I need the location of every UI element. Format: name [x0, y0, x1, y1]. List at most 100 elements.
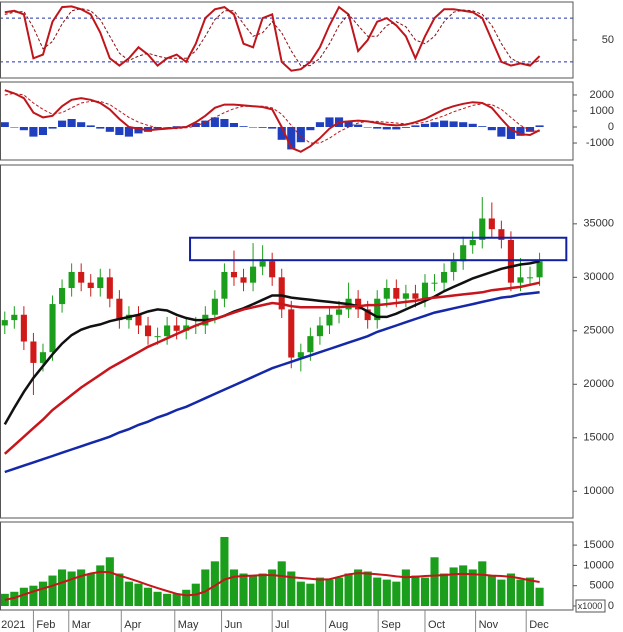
bar	[306, 127, 315, 131]
bar	[115, 573, 124, 607]
candle-body	[326, 314, 333, 326]
candle-body	[173, 325, 180, 331]
bar	[506, 573, 515, 607]
line-series	[3, 260, 540, 426]
candle-body	[507, 239, 514, 283]
bar	[497, 127, 506, 137]
bar	[29, 127, 38, 137]
bar	[363, 571, 372, 607]
bar	[258, 127, 267, 128]
bar	[0, 122, 9, 128]
bar	[296, 581, 305, 607]
bar	[401, 127, 410, 128]
bar	[344, 573, 353, 607]
y-tick-label: 5000	[590, 580, 614, 592]
bar	[363, 127, 372, 128]
bar	[143, 587, 153, 607]
bar	[373, 577, 382, 607]
bar	[478, 561, 487, 607]
x-tick-label: Sep	[381, 619, 401, 631]
bar	[449, 121, 458, 128]
bar	[77, 569, 86, 607]
x-tick-label: Mar	[72, 619, 91, 631]
bar	[10, 127, 19, 128]
bar	[153, 591, 162, 607]
candle-body	[374, 298, 381, 321]
x-tick-label: Jul	[275, 619, 289, 631]
bar	[0, 593, 9, 607]
bar	[96, 127, 105, 129]
candle-body	[97, 277, 104, 289]
bar	[134, 127, 143, 134]
y-tick-label: 0	[608, 600, 614, 612]
bar	[449, 567, 458, 607]
bar	[249, 575, 258, 607]
bar	[440, 573, 449, 607]
bar	[468, 569, 477, 607]
bar	[77, 122, 86, 128]
bar	[163, 593, 172, 607]
x-tick-label: Feb	[36, 619, 55, 631]
line-series	[4, 8, 540, 67]
bar	[220, 118, 229, 128]
bar	[516, 127, 525, 136]
candle-body	[288, 309, 295, 358]
bar	[516, 579, 525, 607]
y-tick-label: 2000	[590, 89, 614, 101]
candle-body	[479, 218, 486, 240]
x-tick-label: May	[178, 619, 199, 631]
candle-body	[278, 277, 285, 310]
bar	[67, 571, 76, 607]
bar	[96, 565, 105, 607]
panel-frame	[0, 164, 574, 519]
bar	[239, 126, 248, 128]
candle-body	[431, 282, 438, 284]
bar	[392, 581, 401, 607]
bar	[48, 127, 57, 129]
bar	[229, 123, 239, 128]
bar	[535, 125, 544, 128]
resistance-zone	[189, 236, 568, 262]
candle-body	[355, 298, 362, 310]
panel-frame	[0, 81, 574, 161]
y-tick-label: 25000	[583, 325, 614, 337]
x-tick-label: Dec	[529, 619, 549, 631]
candle-body	[421, 282, 429, 299]
candle-body	[116, 298, 123, 321]
bar	[105, 127, 114, 132]
bar	[58, 120, 67, 128]
bar	[19, 127, 28, 131]
bar	[506, 127, 515, 140]
candle-body	[259, 261, 266, 267]
bar	[201, 569, 210, 607]
candle-body	[183, 325, 190, 331]
y-tick-label: 15000	[583, 539, 614, 551]
bar	[38, 127, 48, 136]
bar	[401, 569, 410, 607]
bar	[420, 577, 430, 607]
bar	[210, 117, 219, 128]
candle-body	[78, 271, 85, 283]
candle-body	[316, 325, 323, 337]
bar	[411, 575, 420, 607]
bar	[296, 127, 305, 143]
bar	[182, 589, 191, 607]
bar	[172, 593, 181, 607]
bar	[277, 127, 286, 140]
candle-body	[1, 320, 8, 326]
candle-body	[526, 277, 534, 279]
x-tick-label: Oct	[428, 619, 445, 631]
candle-body	[164, 325, 171, 337]
bar	[58, 569, 67, 607]
candle-body	[269, 261, 276, 278]
bar	[354, 124, 363, 128]
candle-body	[364, 309, 371, 321]
bar	[525, 577, 535, 607]
bar	[268, 569, 277, 607]
candle-body	[221, 271, 228, 299]
candle-body	[488, 218, 495, 230]
bar	[67, 118, 76, 128]
bar	[210, 561, 219, 607]
